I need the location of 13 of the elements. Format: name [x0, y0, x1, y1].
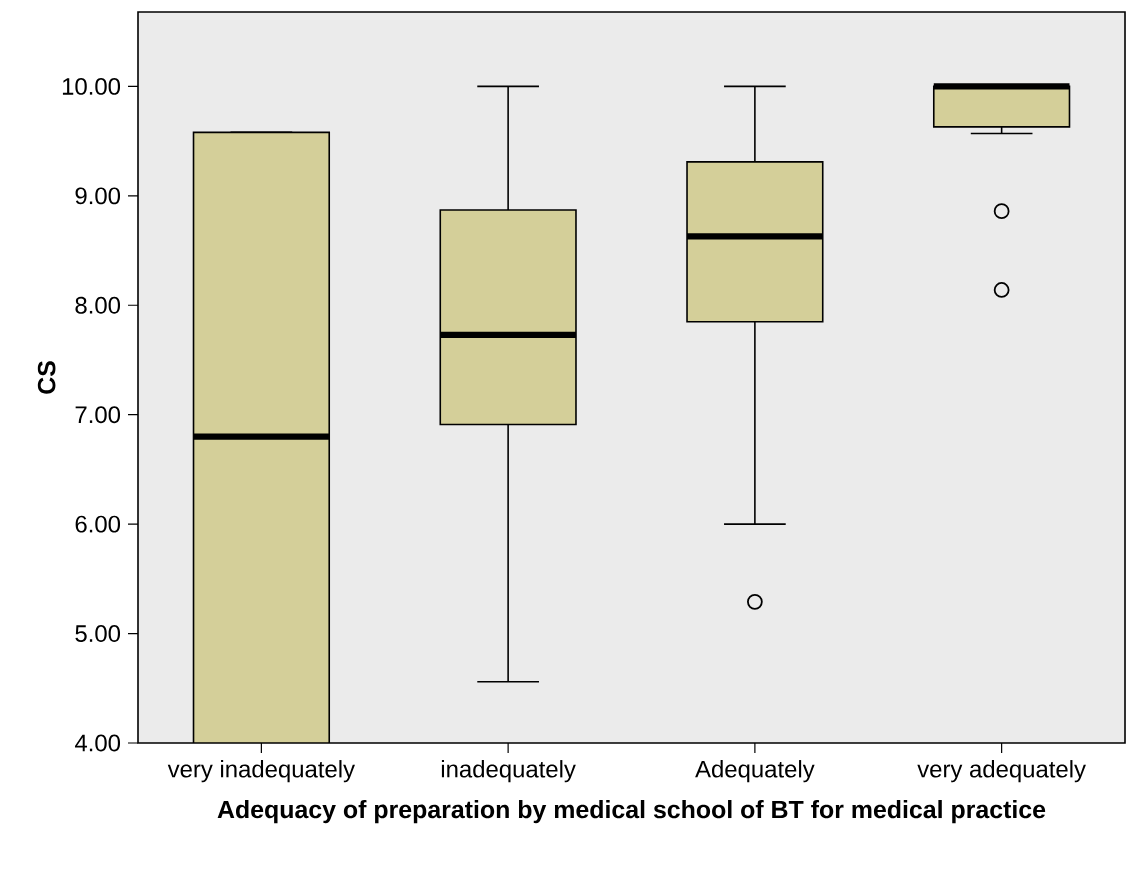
y-tick-label: 7.00 — [75, 406, 121, 424]
x-tick-label: very adequately — [917, 760, 1086, 783]
y-tick-label: 6.00 — [75, 515, 121, 533]
y-tick-label: 8.00 — [75, 296, 121, 314]
y-tick-label: 10.00 — [62, 77, 121, 95]
y-tick-label: 9.00 — [75, 187, 121, 205]
x-tick-label: Adequately — [695, 760, 815, 783]
y-tick-label: 5.00 — [75, 625, 121, 643]
y-tick-label: 4.00 — [74, 734, 121, 752]
x-axis-title: Adequacy of preparation by medical school of BT for medical practice — [217, 800, 1046, 824]
x-tick-label: inadequately — [441, 760, 576, 783]
y-axis-title: CS — [37, 361, 56, 394]
x-tick-label: very inadequately — [167, 760, 355, 783]
